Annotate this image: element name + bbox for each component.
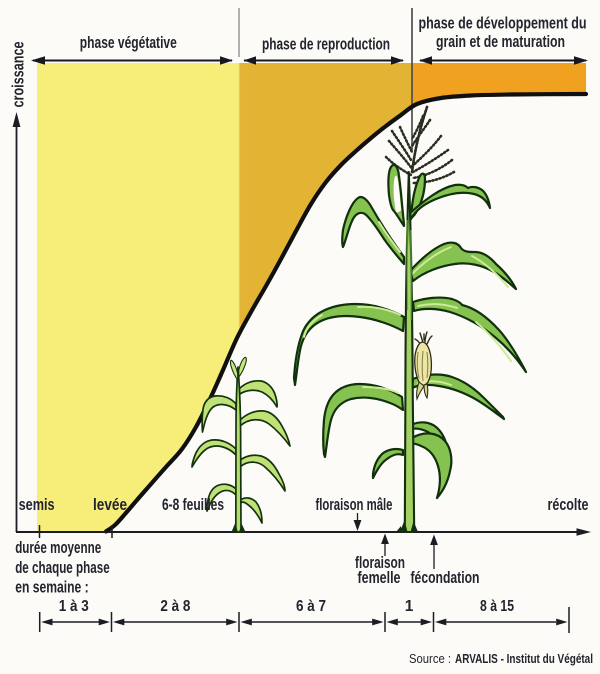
svg-text:2 à 8: 2 à 8 xyxy=(160,598,190,615)
svg-text:durée moyenne: durée moyenne xyxy=(15,539,101,557)
svg-text:floraison: floraison xyxy=(355,554,405,572)
svg-text:grain et de maturation: grain et de maturation xyxy=(436,32,565,51)
svg-text:6 à 7: 6 à 7 xyxy=(296,598,326,615)
svg-text:floraison mâle: floraison mâle xyxy=(316,495,393,514)
svg-text:1 à 3: 1 à 3 xyxy=(59,598,89,615)
svg-text:en semaine :: en semaine : xyxy=(15,579,89,597)
svg-text:croissance: croissance xyxy=(9,42,28,108)
svg-text:levée: levée xyxy=(93,495,127,514)
svg-text:6-8 feuilles: 6-8 feuilles xyxy=(162,495,224,514)
svg-text:récolte: récolte xyxy=(548,495,589,514)
svg-text:femelle: femelle xyxy=(358,569,401,587)
svg-text:phase de reproduction: phase de reproduction xyxy=(262,35,390,54)
svg-text:Source :: Source : xyxy=(409,652,451,666)
svg-text:8 à 15: 8 à 15 xyxy=(480,598,514,615)
svg-text:phase végétative: phase végétative xyxy=(80,33,177,52)
svg-text:ARVALIS - Institut du Végétal: ARVALIS - Institut du Végétal xyxy=(455,652,593,666)
svg-text:fécondation: fécondation xyxy=(411,569,480,587)
svg-text:de chaque phase: de chaque phase xyxy=(15,559,110,577)
svg-text:1: 1 xyxy=(405,598,414,615)
svg-text:semis: semis xyxy=(19,495,55,514)
svg-text:phase de développement du: phase de développement du xyxy=(419,14,587,33)
